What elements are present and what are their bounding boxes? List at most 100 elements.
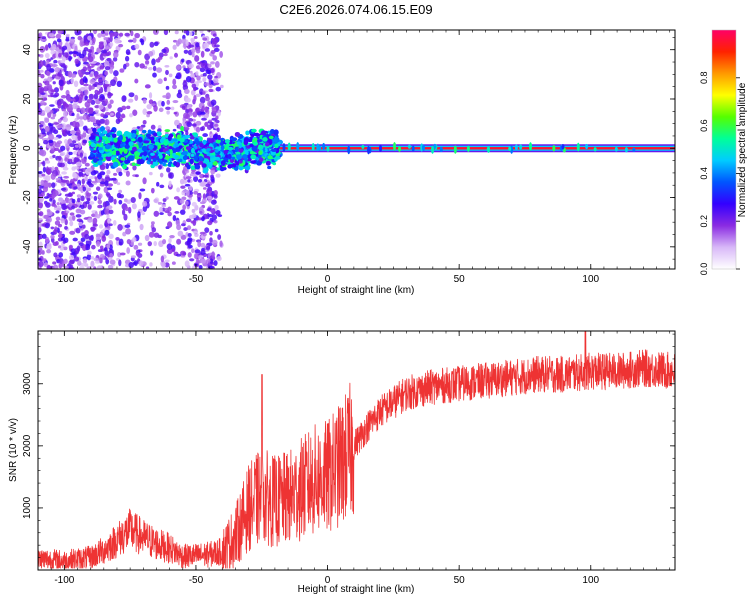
spectrogram-carrier-blob: [249, 143, 254, 147]
spectrogram-noise-blob: [104, 106, 109, 112]
spectrogram-carrier-blob: [243, 140, 249, 146]
spectrogram-carrier-blob: [236, 141, 241, 146]
spectrogram-noise-blob: [93, 195, 98, 202]
spectrogram-noise-blob: [68, 216, 73, 222]
spectrogram-noise-blob: [75, 214, 82, 218]
spectrogram-noise-blob: [43, 262, 49, 268]
spectrogram-noise-blob: [172, 215, 177, 222]
spectrogram-noise-blob: [181, 105, 186, 110]
spectrogram-noise-blob: [182, 204, 187, 211]
spectrogram-noise-blob: [103, 247, 108, 252]
spectrogram-noise-blob: [53, 206, 58, 211]
spectrogram-noise-blob: [44, 106, 51, 113]
spectrogram-noise-blob: [194, 249, 201, 254]
spectrogram-noise-blob: [91, 213, 96, 218]
spectrogram-noise-blob: [113, 198, 117, 205]
spectrogram-noise-blob: [52, 136, 59, 140]
spectrogram-x-tick-label: 50: [454, 274, 466, 285]
spectrogram-noise-blob: [142, 119, 147, 125]
spectrogram-carrier-blob: [138, 143, 143, 149]
spectrogram-carrier-blob: [131, 132, 137, 139]
spectrogram-carrier-blob: [92, 127, 97, 134]
spectrogram-carrier-blob: [102, 130, 108, 135]
spectrogram-noise-blob: [97, 199, 103, 205]
spectrogram-noise-blob: [205, 96, 210, 102]
spectrogram-noise-blob: [46, 244, 52, 250]
spectrogram-noise-blob: [84, 89, 89, 96]
spectrogram-noise-blob: [70, 73, 77, 78]
spectrogram-y-tick-label: 40: [22, 44, 33, 56]
spectrogram-noise-blob: [97, 81, 104, 86]
spectrogram-noise-blob: [109, 35, 113, 43]
spectrogram-noise-blob: [64, 265, 69, 269]
spectrogram-noise-blob: [190, 220, 196, 224]
spectrogram-noise-blob: [191, 248, 195, 254]
spectrogram-x-tick-label: -100: [54, 274, 74, 285]
spectrogram-noise-blob: [42, 186, 48, 193]
spectrogram-noise-blob: [43, 214, 50, 220]
spectrogram-noise-blob: [50, 89, 56, 93]
carrier-speck: [561, 143, 565, 150]
spectrogram-noise-blob: [153, 240, 158, 247]
spectrogram-noise-blob: [41, 173, 46, 177]
spectrogram-noise-blob: [86, 63, 91, 67]
spectrogram-noise-blob: [151, 58, 156, 66]
spectrogram-noise-blob: [166, 110, 170, 115]
spectrogram-carrier-blob: [252, 141, 258, 146]
carrier-speck: [632, 147, 636, 152]
carrier-speck: [322, 142, 326, 150]
spectrogram-noise-blob: [141, 212, 146, 216]
spectrogram-noise-blob: [64, 55, 68, 58]
spectrogram-noise-blob: [150, 187, 155, 194]
spectrogram-noise-blob: [189, 70, 193, 74]
spectrogram-noise-blob: [209, 67, 215, 74]
spectrogram-carrier-blob: [258, 144, 263, 148]
spectrogram-noise-blob: [50, 126, 56, 133]
spectrogram-noise-blob: [116, 182, 121, 186]
spectrogram-noise-blob: [87, 203, 92, 210]
spectrogram-carrier-blob: [141, 145, 148, 152]
spectrogram-noise-blob: [208, 265, 215, 269]
spectrogram-noise-blob: [209, 209, 214, 213]
spectrogram-noise-blob: [98, 97, 103, 102]
spectrogram-noise-blob: [210, 174, 214, 179]
spectrogram-noise-blob: [188, 214, 195, 220]
spectrogram-noise-blob: [68, 244, 74, 250]
spectrogram-noise-blob: [77, 260, 82, 266]
spectrogram-noise-blob: [82, 139, 88, 144]
spectrogram-noise-blob: [62, 116, 69, 123]
carrier-speck: [487, 145, 491, 153]
spectrogram-carrier-blob: [150, 136, 155, 141]
spectrogram-noise-blob: [118, 189, 123, 194]
spectrogram-carrier-blob: [236, 154, 243, 160]
spectrogram-noise-blob: [204, 227, 210, 233]
spectrogram-carrier-blob: [227, 153, 232, 160]
spectrogram-noise-blob: [42, 166, 47, 173]
spectrogram-noise-blob: [129, 113, 133, 118]
spectrogram-noise-blob: [177, 38, 182, 45]
spectrogram-noise-blob: [197, 197, 201, 202]
spectrogram-noise-blob: [180, 250, 186, 256]
spectrogram-noise-blob: [103, 92, 108, 96]
spectrogram-noise-blob: [38, 161, 41, 168]
spectrogram-noise-blob: [191, 83, 197, 89]
spectrogram-carrier-blob: [178, 145, 183, 149]
spectrogram-carrier-blob: [92, 158, 98, 163]
spectrogram-noise-blob: [72, 51, 78, 54]
spectrogram-noise-blob: [132, 236, 137, 243]
spectrogram-noise-blob: [158, 107, 164, 113]
spectrogram-carrier-blob: [217, 134, 221, 141]
spectrogram-noise-blob: [90, 256, 95, 260]
spectrogram-noise-blob: [100, 49, 107, 54]
spectrogram-noise-blob: [127, 39, 134, 43]
spectrogram-carrier-blob: [168, 149, 173, 155]
spectrogram-noise-blob: [144, 234, 150, 242]
spectrogram-carrier-blob: [152, 157, 157, 162]
spectrogram-noise-blob: [41, 233, 47, 239]
spectrogram-noise-blob: [99, 257, 103, 264]
spectrogram-noise-blob: [63, 258, 68, 264]
spectrogram-noise-blob: [104, 249, 109, 256]
spectrogram-noise-blob: [199, 126, 204, 132]
carrier-speck: [318, 145, 322, 151]
spectrogram-image: [38, 30, 675, 269]
